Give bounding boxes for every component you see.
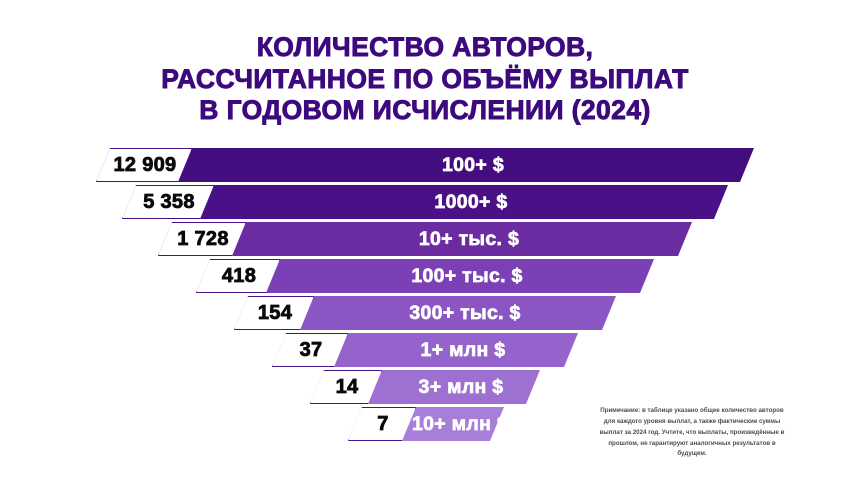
funnel-row: 10+ тыс. $1 728 <box>158 222 692 256</box>
funnel-value-text: 418 <box>221 264 257 287</box>
funnel-row: 100+ $12 909 <box>96 148 754 182</box>
funnel-bar <box>158 222 692 256</box>
title-line-1: КОЛИЧЕСТВО АВТОРОВ, <box>256 32 594 62</box>
funnel-row: 10+ млн $7 <box>348 407 508 441</box>
funnel-value-text: 12 909 <box>113 153 177 176</box>
funnel-value-panel: 154 <box>234 296 314 330</box>
footnote-text: Примечание: в таблице указано общее коли… <box>599 407 785 458</box>
funnel-value-text: 154 <box>257 301 293 324</box>
funnel-bar <box>96 148 754 182</box>
title-line-3: В ГОДОВОМ ИСЧИСЛЕНИИ (2024) <box>199 95 651 125</box>
funnel-value-text: 37 <box>299 338 323 361</box>
funnel-value-panel: 14 <box>310 370 382 404</box>
funnel-value-panel: 1 728 <box>158 222 246 256</box>
funnel-value-panel: 12 909 <box>96 148 192 182</box>
funnel-value-text: 14 <box>335 375 359 398</box>
funnel-value-text: 7 <box>377 412 389 435</box>
funnel-chart: 100+ $12 909 1000+ $5 358 10+ тыс. $1 728 1… <box>0 148 850 448</box>
page-title: КОЛИЧЕСТВО АВТОРОВ, РАССЧИТАННОЕ ПО ОБЪЁ… <box>0 34 850 129</box>
funnel-row: 300+ тыс. $154 <box>234 296 616 330</box>
funnel-row: 3+ млн $14 <box>310 370 540 404</box>
funnel-value-text: 5 358 <box>143 190 195 213</box>
funnel-value-text: 1 728 <box>177 227 229 250</box>
title-line-2: РАССЧИТАННОЕ ПО ОБЪЁМУ ВЫПЛАТ <box>161 63 689 94</box>
funnel-bar <box>122 185 728 219</box>
funnel-row: 1000+ $5 358 <box>122 185 728 219</box>
funnel-row: 1+ млн $37 <box>272 333 578 367</box>
funnel-row: 100+ тыс. $418 <box>196 259 654 293</box>
funnel-value-panel: 418 <box>196 259 280 293</box>
funnel-value-panel: 5 358 <box>122 185 214 219</box>
